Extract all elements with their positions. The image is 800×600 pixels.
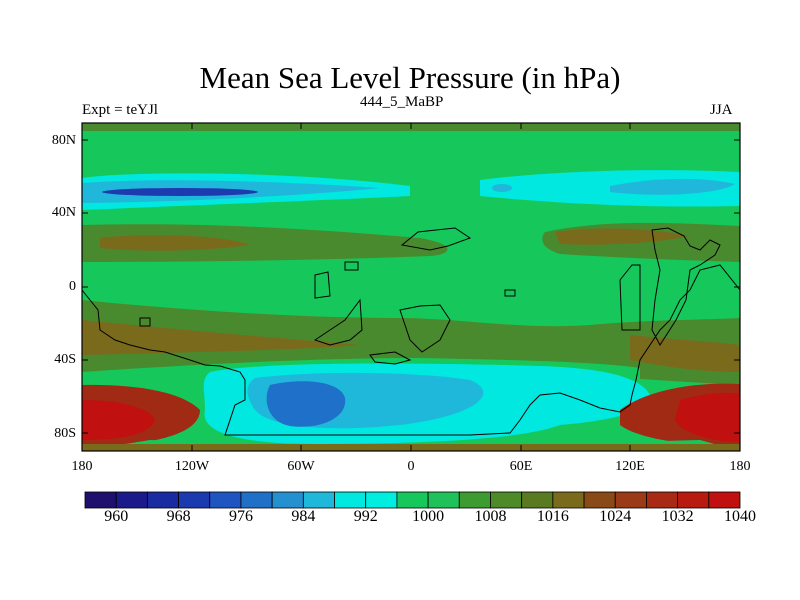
colorbar-tick-label: 1040 (724, 508, 756, 525)
map-fill (82, 123, 740, 451)
lon-tick-label: 180 (729, 459, 751, 474)
lat-tick-label: 40N (51, 205, 76, 220)
north-brown-patch-east (555, 228, 690, 245)
colorbar-tick-label: 1016 (536, 508, 569, 525)
colorbar-swatch (240, 491, 273, 509)
coastline-path (619, 264, 641, 331)
lon-tick-label: 120E (615, 459, 645, 474)
colorbar-swatch (646, 491, 679, 509)
coastlines (81, 227, 741, 436)
coastline-path (369, 351, 412, 365)
lat-tick-label: 40S (54, 352, 76, 367)
south-brown-high-east (630, 335, 740, 372)
southwest-high-core (82, 400, 155, 440)
colorbar-swatch (302, 491, 335, 509)
lat-tick-label: 0 (69, 279, 76, 294)
season-label: JJA (710, 102, 733, 118)
colorbar-tick-label: 1000 (412, 508, 445, 525)
colorbar-tick-label: 1032 (661, 508, 694, 525)
south-brown-high (82, 320, 360, 355)
north-olive-high (82, 224, 448, 262)
experiment-label: Expt = teYJl (82, 102, 158, 118)
colorbar (84, 491, 741, 509)
coastline-path (504, 289, 516, 297)
colorbar-swatch (427, 491, 460, 509)
coastline-path (81, 264, 741, 436)
colorbar-swatch (334, 491, 367, 509)
colorbar-swatch (708, 491, 741, 509)
southeast-high-core (675, 392, 740, 442)
colorbar-tick-label: 976 (228, 508, 253, 525)
coastline-path (400, 227, 472, 251)
colorbar-swatch (115, 491, 148, 509)
colorbar-swatch (84, 491, 117, 509)
lon-tick-label: 60W (287, 459, 315, 474)
colorbar-swatch (365, 491, 398, 509)
chart-title: Mean Sea Level Pressure (in hPa) (199, 60, 621, 95)
lon-tick-label: 60E (509, 459, 533, 474)
lon-tick-label: 0 (407, 459, 415, 474)
polar-low-core (266, 381, 346, 427)
colorbar-swatch (614, 491, 647, 509)
colorbar-swatch (178, 491, 211, 509)
colorbar-swatch (458, 491, 491, 509)
colorbar-tick-label: 960 (104, 508, 129, 525)
coastline-path (344, 261, 359, 271)
colorbar-swatch (490, 491, 523, 509)
coastline-path (139, 317, 151, 327)
colorbar-swatch (583, 491, 616, 509)
colorbar-tick-label: 992 (353, 508, 378, 525)
colorbar-tick-label: 984 (291, 508, 316, 525)
coastline-path (651, 227, 721, 346)
dataset-label: 444_5_MaBP (360, 94, 444, 110)
small-low (492, 184, 512, 192)
coastline-path (399, 304, 451, 353)
colorbar-tick-label: 1024 (599, 508, 632, 525)
northern-light-blue-east (610, 178, 735, 195)
coastline-path (313, 298, 363, 346)
coastline-path (314, 271, 331, 299)
colorbar-swatch (552, 491, 585, 509)
colorbar-tick-label: 968 (166, 508, 191, 525)
lon-tick-label: 180 (71, 459, 93, 474)
axis-ticks (81, 123, 741, 451)
colorbar-swatch (677, 491, 710, 509)
lon-tick-label: 120W (174, 459, 210, 474)
colorbar-swatch (521, 491, 554, 509)
colorbar-tick-label: 1008 (474, 508, 507, 525)
lat-tick-label: 80S (54, 426, 76, 441)
north-brown-patch (100, 235, 250, 251)
colorbar-swatch (209, 491, 242, 509)
colorbar-swatch (271, 491, 304, 509)
lat-tick-label: 80N (51, 133, 76, 148)
colorbar-swatch (396, 491, 429, 509)
northern-blue-core (102, 188, 258, 196)
colorbar-swatch (146, 491, 179, 509)
